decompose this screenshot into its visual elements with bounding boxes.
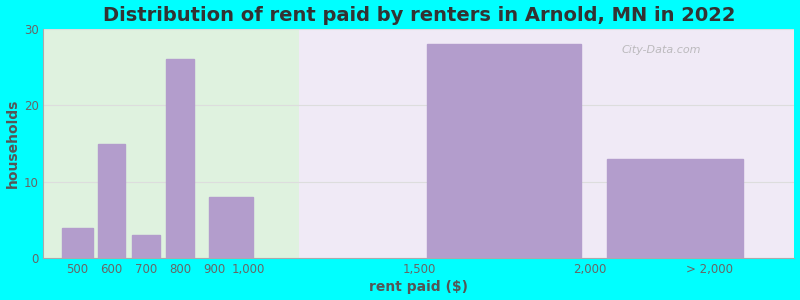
Bar	[209, 197, 254, 258]
Bar	[98, 144, 126, 258]
Bar	[43, 29, 299, 258]
X-axis label: rent paid ($): rent paid ($)	[370, 280, 469, 294]
Bar	[299, 29, 794, 258]
Text: City-Data.com: City-Data.com	[622, 45, 702, 55]
Bar	[166, 59, 194, 258]
Bar	[606, 159, 743, 258]
Bar	[427, 44, 581, 258]
Bar	[132, 236, 159, 258]
Bar	[62, 228, 93, 258]
Title: Distribution of rent paid by renters in Arnold, MN in 2022: Distribution of rent paid by renters in …	[102, 6, 735, 25]
Y-axis label: households: households	[6, 99, 19, 188]
